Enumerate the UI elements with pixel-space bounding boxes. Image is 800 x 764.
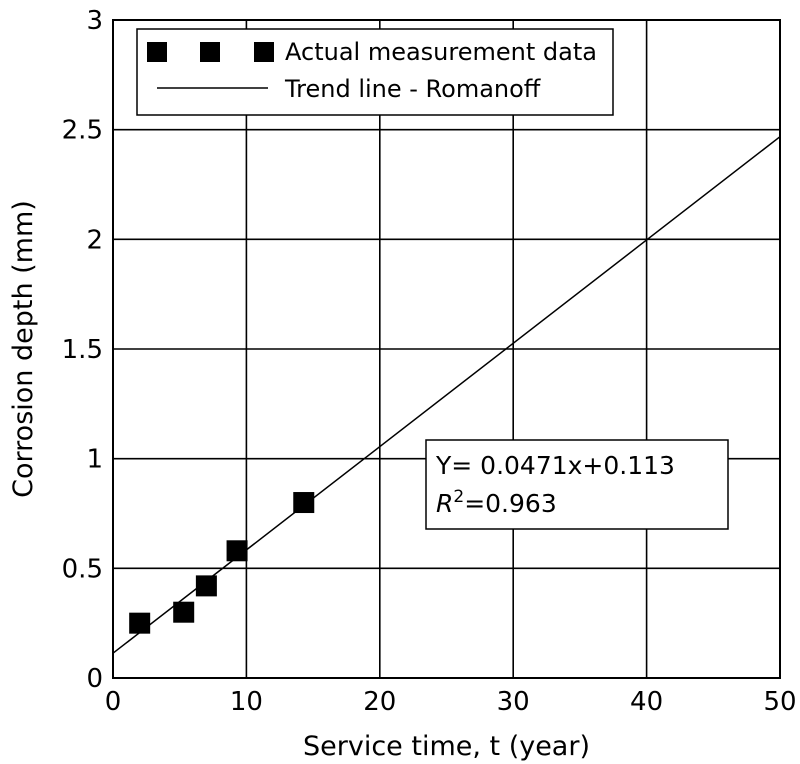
data-point-square xyxy=(173,601,195,623)
equation-annotation: Y= 0.0471x+0.113 R2=0.963 xyxy=(425,439,729,530)
y-tick-label: 2 xyxy=(86,225,103,255)
x-tick-label: 0 xyxy=(105,687,122,717)
x-tick-label: 40 xyxy=(630,687,663,717)
legend-marker-square xyxy=(254,42,274,62)
legend: Actual measurement data Trend line - Rom… xyxy=(136,28,614,116)
x-tick-label: 50 xyxy=(763,687,796,717)
y-axis-ticks: 0 0.5 1 1.5 2 2.5 3 xyxy=(62,6,103,694)
y-tick-label: 3 xyxy=(86,6,103,36)
y-tick-label: 2.5 xyxy=(62,116,103,146)
y-tick-label: 0.5 xyxy=(62,554,103,584)
x-tick-label: 10 xyxy=(230,687,263,717)
data-point-square xyxy=(293,492,315,514)
legend-label-measurement: Actual measurement data xyxy=(285,38,597,66)
x-axis-ticks: 0 10 20 30 40 50 xyxy=(105,687,797,717)
plot-frame xyxy=(112,19,781,679)
data-point-square xyxy=(129,612,151,634)
data-points xyxy=(129,492,315,634)
r-squared-number: =0.963 xyxy=(464,489,557,518)
data-point-square xyxy=(195,575,217,597)
equation-box xyxy=(425,439,729,530)
y-axis-title: Corrosion depth (mm) xyxy=(8,200,39,498)
legend-marker-square xyxy=(147,42,167,62)
regression-equation: Y= 0.0471x+0.113 xyxy=(435,451,675,480)
data-point-square xyxy=(226,540,248,562)
r-squared-variable: R xyxy=(436,489,453,518)
y-tick-label: 1.5 xyxy=(62,335,103,365)
y-tick-label: 0 xyxy=(86,664,103,694)
trend-line xyxy=(112,136,781,654)
x-axis-title: Service time, t (year) xyxy=(303,731,590,762)
legend-marker-square xyxy=(200,42,220,62)
x-tick-label: 20 xyxy=(363,687,396,717)
y-tick-label: 1 xyxy=(86,445,103,475)
r-squared-value: R2=0.963 xyxy=(436,487,557,518)
r-squared-exponent: 2 xyxy=(453,487,464,507)
x-tick-label: 30 xyxy=(497,687,530,717)
legend-label-trend: Trend line - Romanoff xyxy=(284,75,541,103)
